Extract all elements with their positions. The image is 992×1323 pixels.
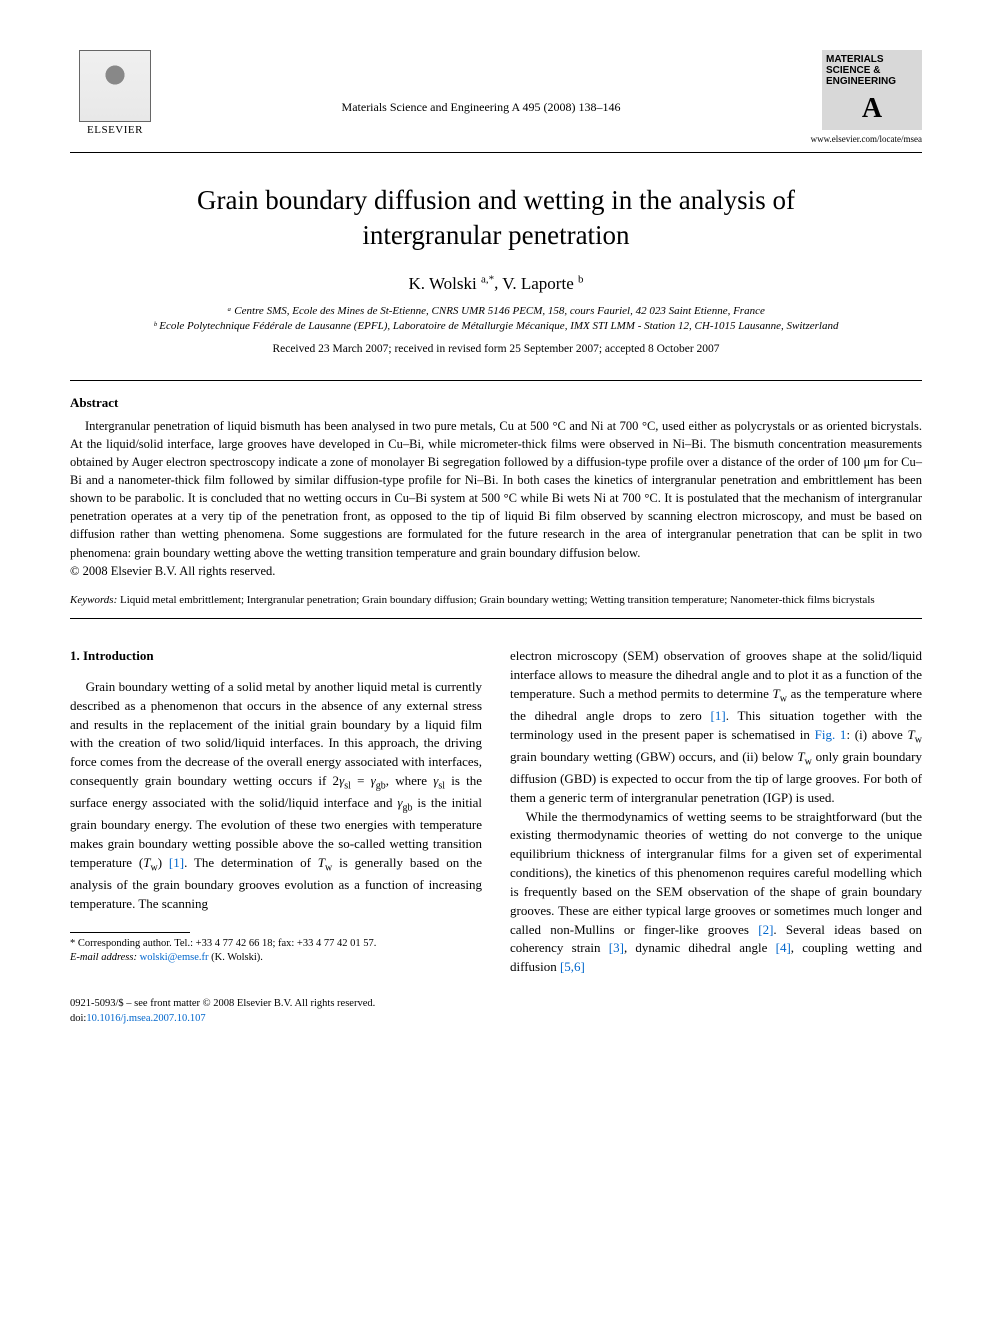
email-label: E-mail address: <box>70 952 137 963</box>
publisher-logo: ELSEVIER <box>70 50 160 136</box>
journal-reference: Materials Science and Engineering A 495 … <box>160 50 802 115</box>
intro-paragraph-1: Grain boundary wetting of a solid metal … <box>70 678 482 914</box>
fig-1-ref[interactable]: Fig. 1 <box>815 727 847 742</box>
cite-3[interactable]: [3] <box>609 940 624 955</box>
keywords-label: Keywords: <box>70 594 117 606</box>
email-line: E-mail address: wolski@emse.fr (K. Wolsk… <box>70 951 482 966</box>
rule-below-keywords <box>70 618 922 619</box>
cite-1b[interactable]: [1] <box>711 708 726 723</box>
keywords-block: Keywords: Liquid metal embrittlement; In… <box>70 593 922 608</box>
affiliations: ᵃ Centre SMS, Ecole des Mines de St-Etie… <box>70 304 922 335</box>
author-2: V. Laporte b <box>502 274 583 293</box>
abstract-copyright: © 2008 Elsevier B.V. All rights reserved… <box>70 564 922 579</box>
affiliation-b: ᵇ Ecole Polytechnique Fédérale de Lausan… <box>70 319 922 334</box>
abstract-label: Abstract <box>70 395 922 411</box>
elsevier-tree-icon <box>79 50 151 122</box>
journal-logo-block: MATERIALS SCIENCE & ENGINEERING A www.el… <box>802 50 922 144</box>
rule-top <box>70 152 922 153</box>
abstract-text: Intergranular penetration of liquid bism… <box>70 417 922 562</box>
affiliation-a: ᵃ Centre SMS, Ecole des Mines de St-Etie… <box>70 304 922 319</box>
article-dates: Received 23 March 2007; received in revi… <box>70 343 922 355</box>
cite-2[interactable]: [2] <box>758 922 773 937</box>
cite-1[interactable]: [1] <box>169 855 184 870</box>
corresponding-author: * Corresponding author. Tel.: +33 4 77 4… <box>70 937 482 952</box>
rule-above-abstract <box>70 380 922 381</box>
body-columns: 1. Introduction Grain boundary wetting o… <box>70 647 922 977</box>
footnote-rule <box>70 932 190 933</box>
footnote-block: * Corresponding author. Tel.: +33 4 77 4… <box>70 937 482 966</box>
journal-url: www.elsevier.com/locate/msea <box>802 134 922 144</box>
article-title: Grain boundary diffusion and wetting in … <box>130 183 862 253</box>
journal-box-title: MATERIALS SCIENCE & ENGINEERING <box>826 54 918 87</box>
author-1: K. Wolski a,* <box>408 274 494 293</box>
section-1-heading: 1. Introduction <box>70 647 482 666</box>
column-left: 1. Introduction Grain boundary wetting o… <box>70 647 482 977</box>
column-right: electron microscopy (SEM) observation of… <box>510 647 922 977</box>
doi-label: doi: <box>70 1013 86 1024</box>
corresponding-email[interactable]: wolski@emse.fr <box>140 952 209 963</box>
issn-line: 0921-5093/$ – see front matter © 2008 El… <box>70 997 922 1012</box>
cite-4[interactable]: [4] <box>776 940 791 955</box>
doi-line: doi:10.1016/j.msea.2007.10.107 <box>70 1012 922 1027</box>
intro-paragraph-1-cont: electron microscopy (SEM) observation of… <box>510 647 922 808</box>
email-attribution: (K. Wolski). <box>211 952 263 963</box>
publisher-label: ELSEVIER <box>70 124 160 136</box>
journal-box-letter: A <box>826 93 918 125</box>
journal-box: MATERIALS SCIENCE & ENGINEERING A <box>822 50 922 130</box>
authors-line: K. Wolski a,*, V. Laporte b <box>70 273 922 294</box>
keywords-text: Liquid metal embrittlement; Intergranula… <box>120 594 875 606</box>
header-row: ELSEVIER Materials Science and Engineeri… <box>70 50 922 144</box>
intro-paragraph-2: While the thermodynamics of wetting seem… <box>510 808 922 978</box>
bottom-meta: 0921-5093/$ – see front matter © 2008 El… <box>70 997 922 1026</box>
doi-link[interactable]: 10.1016/j.msea.2007.10.107 <box>86 1013 205 1024</box>
cite-5-6[interactable]: [5,6] <box>560 959 585 974</box>
